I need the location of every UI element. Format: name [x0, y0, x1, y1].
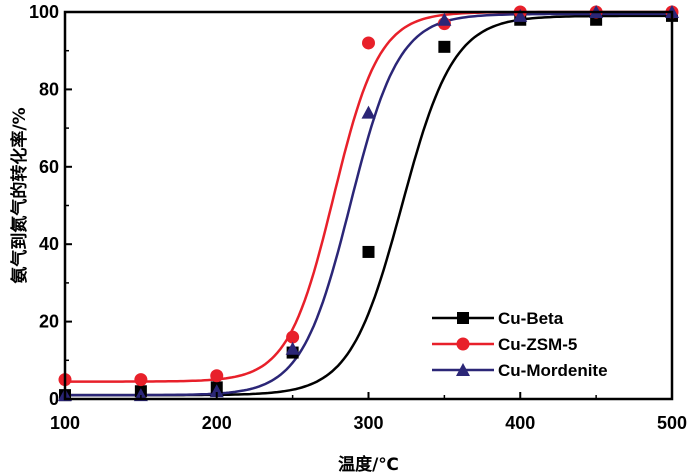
plot-frame	[63, 10, 674, 401]
legend: Cu-Beta Cu-ZSM-5 Cu-Mordenite	[432, 309, 608, 380]
x-tick-label-300: 300	[353, 413, 383, 433]
y-tick-label-40: 40	[39, 234, 59, 254]
x-tick-label-200: 200	[202, 413, 232, 433]
y-tick-label-100: 100	[29, 2, 59, 22]
legend-symbol-cu-zsm-5	[456, 337, 470, 351]
point-cu-mordenite-300	[361, 105, 376, 119]
y-axis-title: 氨气到氮气的转化率/%	[9, 107, 30, 283]
series-line-cu-mordenite	[65, 12, 672, 397]
curves-layer	[65, 10, 672, 397]
legend-entry-cu-mordenite: Cu-Mordenite	[432, 361, 608, 380]
legend-marker-cu-mordenite	[456, 363, 470, 376]
ticks-layer	[64, 11, 673, 400]
point-cu-mordenite-200	[209, 384, 224, 398]
x-tick-label-400: 400	[505, 413, 535, 433]
legend-marker-cu-zsm-5	[456, 337, 470, 351]
point-cu-zsm-5-300	[362, 36, 375, 50]
point-cu-zsm-5-200	[210, 369, 224, 383]
legend-label-cu-beta: Cu-Beta	[498, 309, 564, 328]
point-cu-mordenite-350	[437, 12, 452, 26]
point-cu-mordenite-400	[513, 8, 528, 22]
x-tick-label-500: 500	[657, 413, 687, 433]
y-tick-label-0: 0	[49, 389, 59, 409]
point-cu-mordenite-250	[285, 341, 300, 355]
y-tick-label-80: 80	[39, 79, 59, 99]
point-cu-beta-300	[362, 245, 375, 258]
legend-label-cu-zsm-5: Cu-ZSM-5	[498, 335, 577, 354]
x-tick-label-100: 100	[50, 413, 80, 433]
legend-symbol-cu-beta	[457, 312, 469, 324]
tick-labels-layer: 100 200 300 400 500 0 20 40 60 80 100	[29, 2, 687, 433]
legend-entry-cu-beta: Cu-Beta	[432, 309, 564, 328]
series-line-cu-zsm-5	[65, 10, 672, 383]
series-line-cu-beta	[65, 14, 672, 397]
legend-symbol-cu-mordenite	[456, 363, 470, 376]
y-tick-label-60: 60	[39, 157, 59, 177]
point-cu-zsm-5-150	[134, 373, 148, 387]
y-tick-label-20: 20	[39, 312, 59, 332]
legend-marker-cu-beta	[457, 312, 469, 324]
markers-layer	[58, 5, 679, 402]
x-axis-title: 温度/℃	[338, 454, 399, 475]
legend-entry-cu-zsm-5: Cu-ZSM-5	[432, 335, 577, 354]
legend-label-cu-mordenite: Cu-Mordenite	[498, 361, 608, 380]
point-cu-zsm-5-250	[286, 330, 300, 344]
point-cu-beta-350	[438, 40, 451, 53]
